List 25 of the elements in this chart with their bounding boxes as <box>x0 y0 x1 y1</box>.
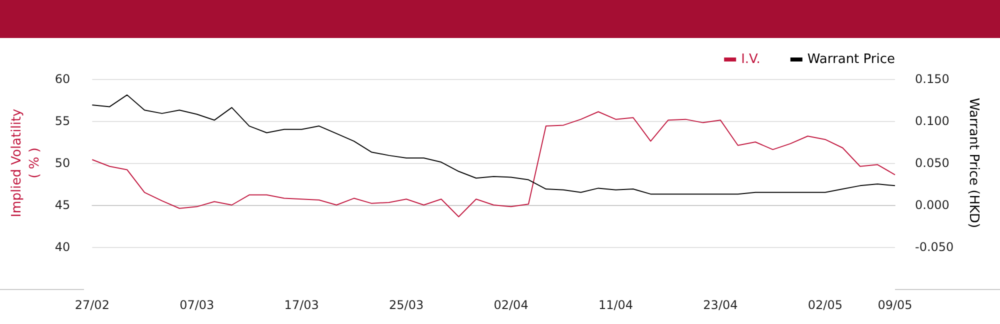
x-tick-label: 23/04 <box>703 298 738 312</box>
x-tick-label: 11/04 <box>598 298 634 312</box>
y-axis-title: Implied Volatility ( % ) <box>10 108 42 218</box>
x-tick-label: 25/03 <box>389 298 424 312</box>
x-tick-label: 07/03 <box>180 298 214 312</box>
y2-tick-label: 0.150 <box>915 72 950 86</box>
y2-tick-label: 0.050 <box>915 156 950 170</box>
line-series <box>92 94 896 195</box>
y-tick-label: 60 <box>54 72 70 86</box>
x-tick-label: 02/04 <box>494 298 528 312</box>
y-tick-label: 45 <box>54 198 70 212</box>
y2-tick-label: -0.050 <box>915 240 954 254</box>
line-series <box>92 111 896 218</box>
x-tick-label: 27/02 <box>74 298 110 312</box>
y-tick-label: 50 <box>54 156 70 170</box>
legend-label: Warrant Price <box>807 52 896 67</box>
y2-tick-label: 0.100 <box>915 114 950 128</box>
x-tick-label: 09/05 <box>878 298 912 312</box>
y-tick-label: 40 <box>54 240 70 254</box>
legend-label: I.V. <box>741 52 760 67</box>
y-tick-label: 55 <box>54 114 70 128</box>
y2-axis-title: Warrant Price (HKD) <box>966 98 982 228</box>
x-tick-label: 02/05 <box>808 298 842 312</box>
x-tick-label: 17/03 <box>284 298 319 312</box>
y2-tick-label: 0.000 <box>915 198 950 212</box>
